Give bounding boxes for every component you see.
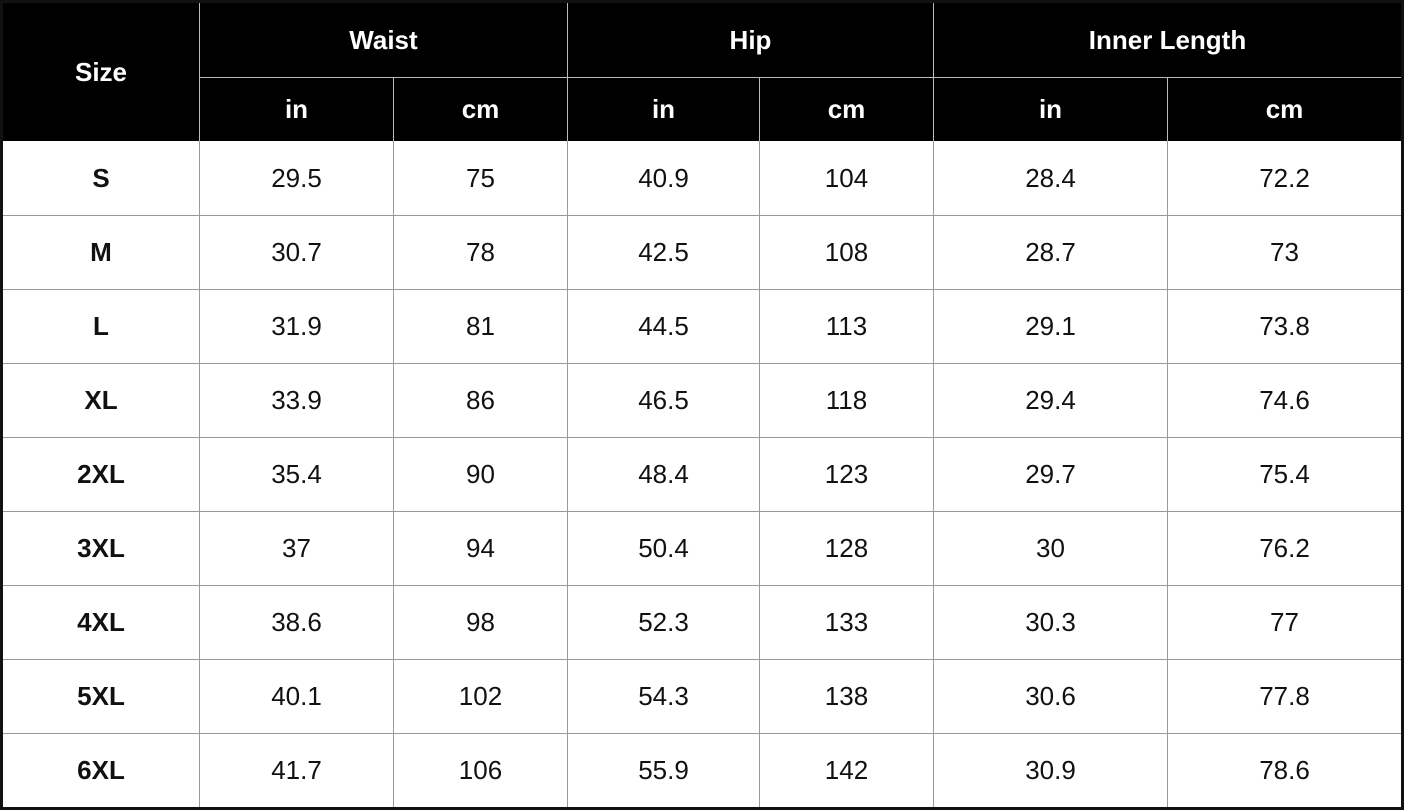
group-header: Waist xyxy=(200,3,567,77)
value-cell: 86 xyxy=(394,364,567,437)
value-cell: 118 xyxy=(760,364,933,437)
value-cell: 42.5 xyxy=(568,216,759,289)
size-label: S xyxy=(3,141,199,215)
size-header: Size xyxy=(3,3,199,141)
unit-header: cm xyxy=(760,78,933,141)
value-cell: 29.5 xyxy=(200,141,393,215)
size-label: L xyxy=(3,290,199,363)
value-cell: 55.9 xyxy=(568,734,759,807)
value-cell: 35.4 xyxy=(200,438,393,511)
size-label: 5XL xyxy=(3,660,199,733)
value-cell: 54.3 xyxy=(568,660,759,733)
value-cell: 90 xyxy=(394,438,567,511)
group-header: Hip xyxy=(568,3,933,77)
value-cell: 94 xyxy=(394,512,567,585)
value-cell: 30.3 xyxy=(934,586,1167,659)
group-header: Inner Length xyxy=(934,3,1401,77)
value-cell: 28.7 xyxy=(934,216,1167,289)
value-cell: 31.9 xyxy=(200,290,393,363)
size-label: M xyxy=(3,216,199,289)
unit-header: cm xyxy=(1168,78,1401,141)
value-cell: 142 xyxy=(760,734,933,807)
value-cell: 29.7 xyxy=(934,438,1167,511)
value-cell: 77.8 xyxy=(1168,660,1401,733)
value-cell: 37 xyxy=(200,512,393,585)
value-cell: 75.4 xyxy=(1168,438,1401,511)
value-cell: 44.5 xyxy=(568,290,759,363)
value-cell: 52.3 xyxy=(568,586,759,659)
value-cell: 102 xyxy=(394,660,567,733)
size-label: 6XL xyxy=(3,734,199,807)
value-cell: 30.7 xyxy=(200,216,393,289)
value-cell: 33.9 xyxy=(200,364,393,437)
value-cell: 81 xyxy=(394,290,567,363)
value-cell: 138 xyxy=(760,660,933,733)
value-cell: 123 xyxy=(760,438,933,511)
size-label: 4XL xyxy=(3,586,199,659)
value-cell: 40.9 xyxy=(568,141,759,215)
value-cell: 76.2 xyxy=(1168,512,1401,585)
value-cell: 30.6 xyxy=(934,660,1167,733)
value-cell: 108 xyxy=(760,216,933,289)
value-cell: 133 xyxy=(760,586,933,659)
value-cell: 29.1 xyxy=(934,290,1167,363)
value-cell: 73.8 xyxy=(1168,290,1401,363)
value-cell: 50.4 xyxy=(568,512,759,585)
value-cell: 46.5 xyxy=(568,364,759,437)
value-cell: 113 xyxy=(760,290,933,363)
value-cell: 38.6 xyxy=(200,586,393,659)
unit-header: in xyxy=(200,78,393,141)
value-cell: 106 xyxy=(394,734,567,807)
value-cell: 74.6 xyxy=(1168,364,1401,437)
value-cell: 40.1 xyxy=(200,660,393,733)
value-cell: 41.7 xyxy=(200,734,393,807)
value-cell: 48.4 xyxy=(568,438,759,511)
unit-header: cm xyxy=(394,78,567,141)
unit-header: in xyxy=(568,78,759,141)
value-cell: 29.4 xyxy=(934,364,1167,437)
value-cell: 28.4 xyxy=(934,141,1167,215)
value-cell: 75 xyxy=(394,141,567,215)
size-label: 3XL xyxy=(3,512,199,585)
value-cell: 104 xyxy=(760,141,933,215)
value-cell: 78 xyxy=(394,216,567,289)
value-cell: 30 xyxy=(934,512,1167,585)
size-label: XL xyxy=(3,364,199,437)
value-cell: 128 xyxy=(760,512,933,585)
value-cell: 98 xyxy=(394,586,567,659)
value-cell: 77 xyxy=(1168,586,1401,659)
value-cell: 72.2 xyxy=(1168,141,1401,215)
size-label: 2XL xyxy=(3,438,199,511)
value-cell: 73 xyxy=(1168,216,1401,289)
value-cell: 30.9 xyxy=(934,734,1167,807)
unit-header: in xyxy=(934,78,1167,141)
value-cell: 78.6 xyxy=(1168,734,1401,807)
